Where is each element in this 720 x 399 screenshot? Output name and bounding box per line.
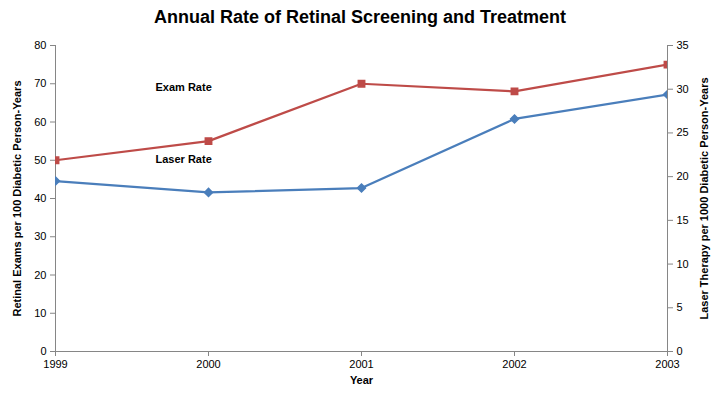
- svg-text:Retinal Exams per 100 Diabetic: Retinal Exams per 100 Diabetic Person-Ye…: [11, 80, 23, 316]
- svg-text:60: 60: [34, 116, 46, 128]
- svg-text:20: 20: [34, 269, 46, 281]
- svg-text:35: 35: [677, 39, 689, 51]
- svg-text:2003: 2003: [655, 358, 679, 370]
- svg-text:30: 30: [34, 230, 46, 242]
- svg-text:5: 5: [677, 301, 683, 313]
- svg-text:2001: 2001: [349, 358, 373, 370]
- svg-text:0: 0: [677, 345, 683, 357]
- svg-text:10: 10: [677, 258, 689, 270]
- svg-text:40: 40: [34, 192, 46, 204]
- svg-text:10: 10: [34, 307, 46, 319]
- svg-text:1999: 1999: [43, 358, 67, 370]
- svg-text:15: 15: [677, 214, 689, 226]
- svg-text:30: 30: [677, 83, 689, 95]
- svg-text:80: 80: [34, 39, 46, 51]
- svg-text:70: 70: [34, 77, 46, 89]
- svg-text:25: 25: [677, 126, 689, 138]
- svg-text:Laser Rate: Laser Rate: [156, 153, 212, 165]
- svg-text:Year: Year: [350, 374, 374, 386]
- svg-text:20: 20: [677, 170, 689, 182]
- svg-text:50: 50: [34, 154, 46, 166]
- html-text:Annual Rate of Retinal Screeni: Annual Rate of Retinal Screening and Tre…: [154, 7, 566, 27]
- svg-text:2002: 2002: [502, 358, 526, 370]
- svg-text:2000: 2000: [196, 358, 220, 370]
- svg-text:0: 0: [40, 345, 46, 357]
- svg-text:Exam Rate: Exam Rate: [156, 81, 212, 93]
- svg-text:Laser Therapy per 1000 Diabeti: Laser Therapy per 1000 Diabetic Person-Y…: [698, 77, 710, 319]
